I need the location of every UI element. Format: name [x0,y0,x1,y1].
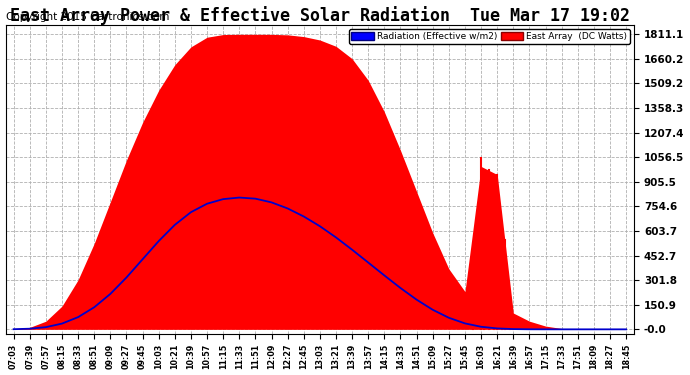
Title: East Array Power & Effective Solar Radiation  Tue Mar 17 19:02: East Array Power & Effective Solar Radia… [10,6,630,24]
Legend: Radiation (Effective w/m2), East Array  (DC Watts): Radiation (Effective w/m2), East Array (… [348,29,630,44]
Text: Copyright 2015 Cartronics.com: Copyright 2015 Cartronics.com [6,12,169,22]
